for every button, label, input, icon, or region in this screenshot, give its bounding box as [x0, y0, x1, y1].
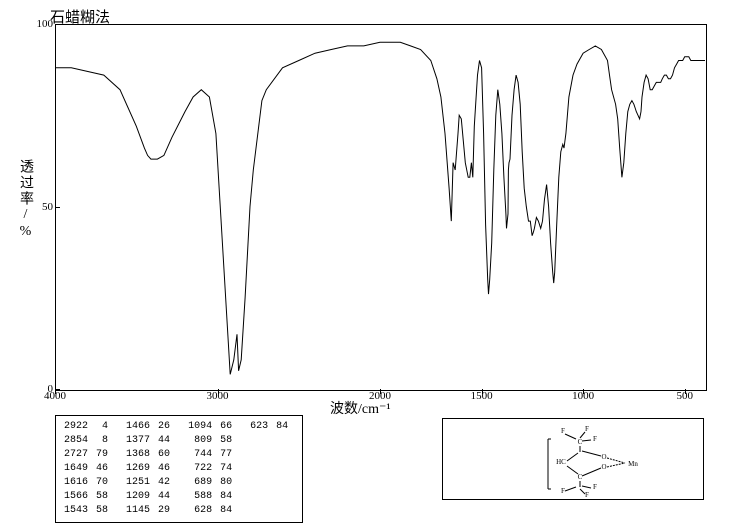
structure-svg: F F F C O HC C O Mn F	[443, 419, 703, 499]
table-row: 16167012514268980	[64, 477, 294, 489]
svg-text:F: F	[585, 491, 589, 499]
svg-text:Mn: Mn	[628, 460, 638, 468]
peak-data-table: 2922414662610946662384 2854813774480958 27…	[55, 415, 303, 523]
spectrum-chart	[55, 24, 705, 389]
table-row: 16494612694672274	[64, 463, 294, 475]
chemical-structure-box: F F F C O HC C O Mn F	[442, 418, 704, 500]
spectrum-line	[55, 24, 705, 389]
svg-text:F: F	[593, 483, 597, 491]
svg-text:HC: HC	[556, 458, 566, 466]
table-row: 2854813774480958	[64, 435, 294, 447]
svg-text:F: F	[593, 435, 597, 443]
svg-text:O: O	[601, 463, 606, 471]
table-row: 15435811452962884	[64, 505, 294, 517]
y-tick-label: 100	[37, 18, 54, 30]
table-row: 15665812094458884	[64, 491, 294, 503]
svg-text:O: O	[601, 453, 606, 461]
svg-text:F: F	[561, 487, 565, 495]
table-row: 2922414662610946662384	[64, 421, 294, 433]
svg-text:F: F	[561, 427, 565, 435]
y-tick-label: 50	[42, 201, 53, 213]
y-axis-label: 透过率/%	[15, 159, 35, 241]
table-row: 27277913686074477	[64, 449, 294, 461]
svg-text:C: C	[578, 438, 583, 446]
svg-text:C: C	[578, 473, 583, 481]
svg-text:F: F	[585, 425, 589, 433]
